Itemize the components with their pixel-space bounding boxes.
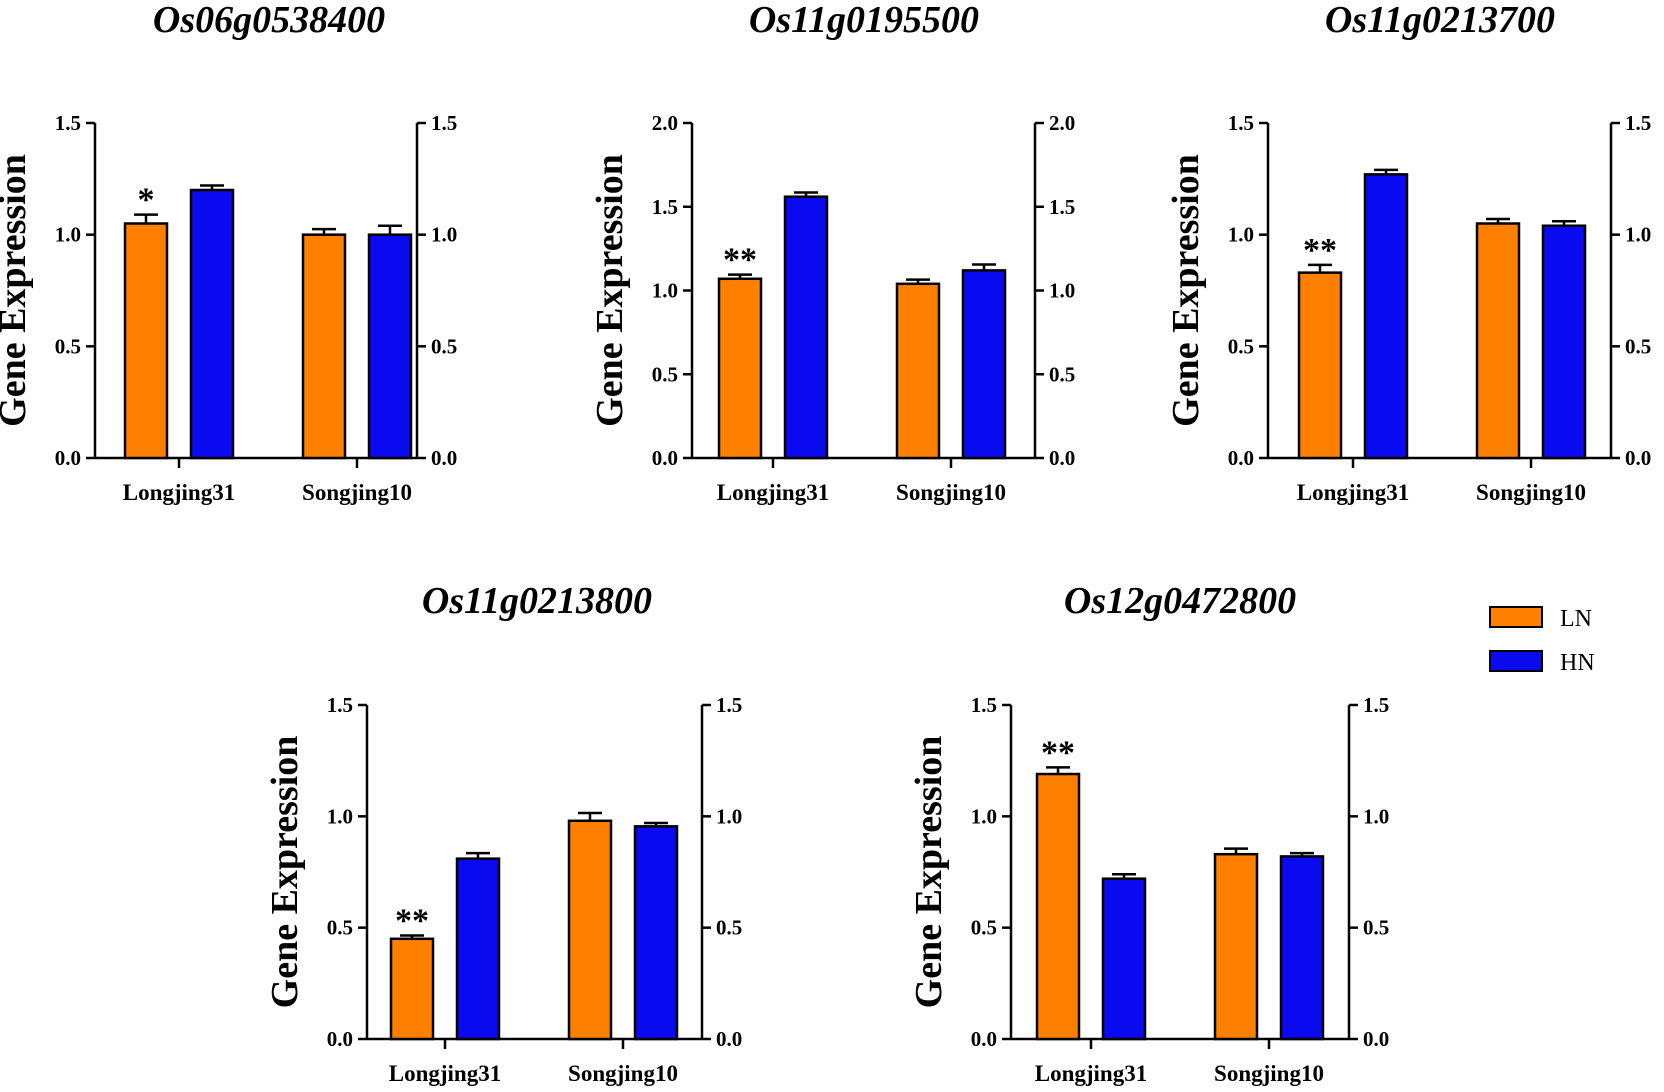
y-tick-label-right: 0.0 [1049,446,1075,470]
y-tick-label-right: 1.5 [1363,693,1389,717]
y-tick-label-right: 1.0 [1363,804,1389,828]
y-tick-label-left: 1.0 [327,804,353,828]
bar-hn [1101,877,1147,1041]
y-tick-label-right: 0.5 [1049,362,1075,386]
y-tick-label-left: 1.5 [55,111,81,135]
y-tick-label-right: 1.5 [1625,111,1651,135]
category-label: Songjing10 [1214,1061,1324,1086]
significance-marker: ** [723,242,757,279]
legend: LN HN [1489,606,1595,676]
category-label: Longjing31 [123,480,235,505]
bar-ln [301,233,347,460]
significance-marker: ** [395,902,429,939]
y-tick-label-right: 0.5 [1625,334,1651,358]
y-tick-label-right: 1.0 [431,223,457,247]
chart-panel-1: Os06g0538400 Gene Expression 0.0 0.0 0.5 0.5 1… [0,0,457,505]
y-tick-label-right: 1.0 [1625,223,1651,247]
y-tick-label-right: 0.0 [1625,446,1651,470]
y-tick-label-right: 1.0 [1049,279,1075,303]
chart-title: Os06g0538400 [153,0,385,41]
y-tick-label-right: 1.5 [716,693,742,717]
bar-hn [961,269,1007,460]
bar-hn [1541,224,1587,460]
y-tick-label-left: 0.5 [652,362,678,386]
chart-title: Os11g0213700 [1325,0,1555,41]
bar-hn [783,195,829,460]
y-tick-label-right: 2.0 [1049,111,1075,135]
y-tick-label-right: 1.5 [431,111,457,135]
chart-title: Os11g0213800 [422,580,652,622]
category-label: Songjing10 [302,480,412,505]
bar-hn [189,188,235,460]
bar-ln [1297,271,1343,460]
category-label: Songjing10 [1476,480,1586,505]
chart-panel-2: Os11g0195500 Gene Expression 0.0 0.0 0.5 0.5 1… [589,0,1075,505]
bar-ln [123,222,169,460]
y-tick-label-left: 0.0 [971,1027,997,1051]
legend-label: HN [1560,650,1595,676]
y-tick-label-left: 0.0 [652,446,678,470]
significance-marker: ** [1041,734,1075,771]
legend-swatch-hn [1489,650,1543,672]
bar-ln [389,937,435,1041]
bar-ln [567,819,613,1041]
bar-hn [367,233,413,460]
y-tick-label-left: 0.5 [971,916,997,940]
bar-hn [1279,855,1325,1041]
chart-title: Os12g0472800 [1064,580,1296,622]
bar-hn [1363,173,1409,460]
y-axis-label: Gene Expression [589,154,631,427]
y-tick-label-left: 1.5 [652,195,678,219]
y-tick-label-right: 0.0 [431,446,457,470]
y-tick-label-left: 0.5 [327,916,353,940]
bar-ln [717,277,763,460]
y-axis-label: Gene Expression [908,736,950,1009]
bar-ln [1213,852,1259,1041]
chart-panel-5: Os12g0472800 Gene Expression 0.0 0.0 0.5 0.5 1… [908,580,1389,1086]
chart-panel-3: Os11g0213700 Gene Expression 0.0 0.0 0.5 0.5 1… [1165,0,1651,505]
y-tick-label-left: 1.5 [327,693,353,717]
category-label: Longjing31 [1297,480,1409,505]
legend-label: LN [1560,606,1592,632]
y-tick-label-left: 0.0 [55,446,81,470]
category-label: Songjing10 [896,480,1006,505]
y-tick-label-left: 1.0 [1228,223,1254,247]
bar-hn [455,857,501,1041]
y-tick-label-left: 2.0 [652,111,678,135]
y-tick-label-right: 1.5 [1049,195,1075,219]
y-axis-label: Gene Expression [264,736,306,1009]
y-tick-label-right: 0.0 [716,1027,742,1051]
category-label: Songjing10 [568,1061,678,1086]
y-tick-label-left: 0.0 [1228,446,1254,470]
bar-ln [895,282,941,460]
y-tick-label-right: 0.5 [431,334,457,358]
bar-ln [1475,222,1521,460]
y-axis-label: Gene Expression [0,154,34,427]
y-tick-label-right: 1.0 [716,804,742,828]
y-tick-label-left: 1.0 [55,223,81,247]
y-axis-label: Gene Expression [1165,154,1207,427]
category-label: Longjing31 [389,1061,501,1086]
y-tick-label-left: 1.5 [1228,111,1254,135]
legend-swatch-ln [1489,606,1543,628]
y-tick-label-left: 0.5 [55,334,81,358]
y-tick-label-right: 0.0 [1363,1027,1389,1051]
chart-title: Os11g0195500 [749,0,979,41]
category-label: Longjing31 [1035,1061,1147,1086]
bar-ln [1035,772,1081,1041]
y-tick-label-right: 0.5 [1363,916,1389,940]
y-tick-label-left: 0.5 [1228,334,1254,358]
significance-marker: * [138,182,155,219]
y-tick-label-left: 1.0 [652,279,678,303]
significance-marker: ** [1303,232,1337,269]
category-label: Longjing31 [717,480,829,505]
y-tick-label-left: 0.0 [327,1027,353,1051]
y-tick-label-left: 1.0 [971,804,997,828]
chart-panel-4: Os11g0213800 Gene Expression 0.0 0.0 0.5 0.5 1… [264,580,742,1086]
y-tick-label-right: 0.5 [716,916,742,940]
bar-hn [633,825,679,1041]
y-tick-label-left: 1.5 [971,693,997,717]
